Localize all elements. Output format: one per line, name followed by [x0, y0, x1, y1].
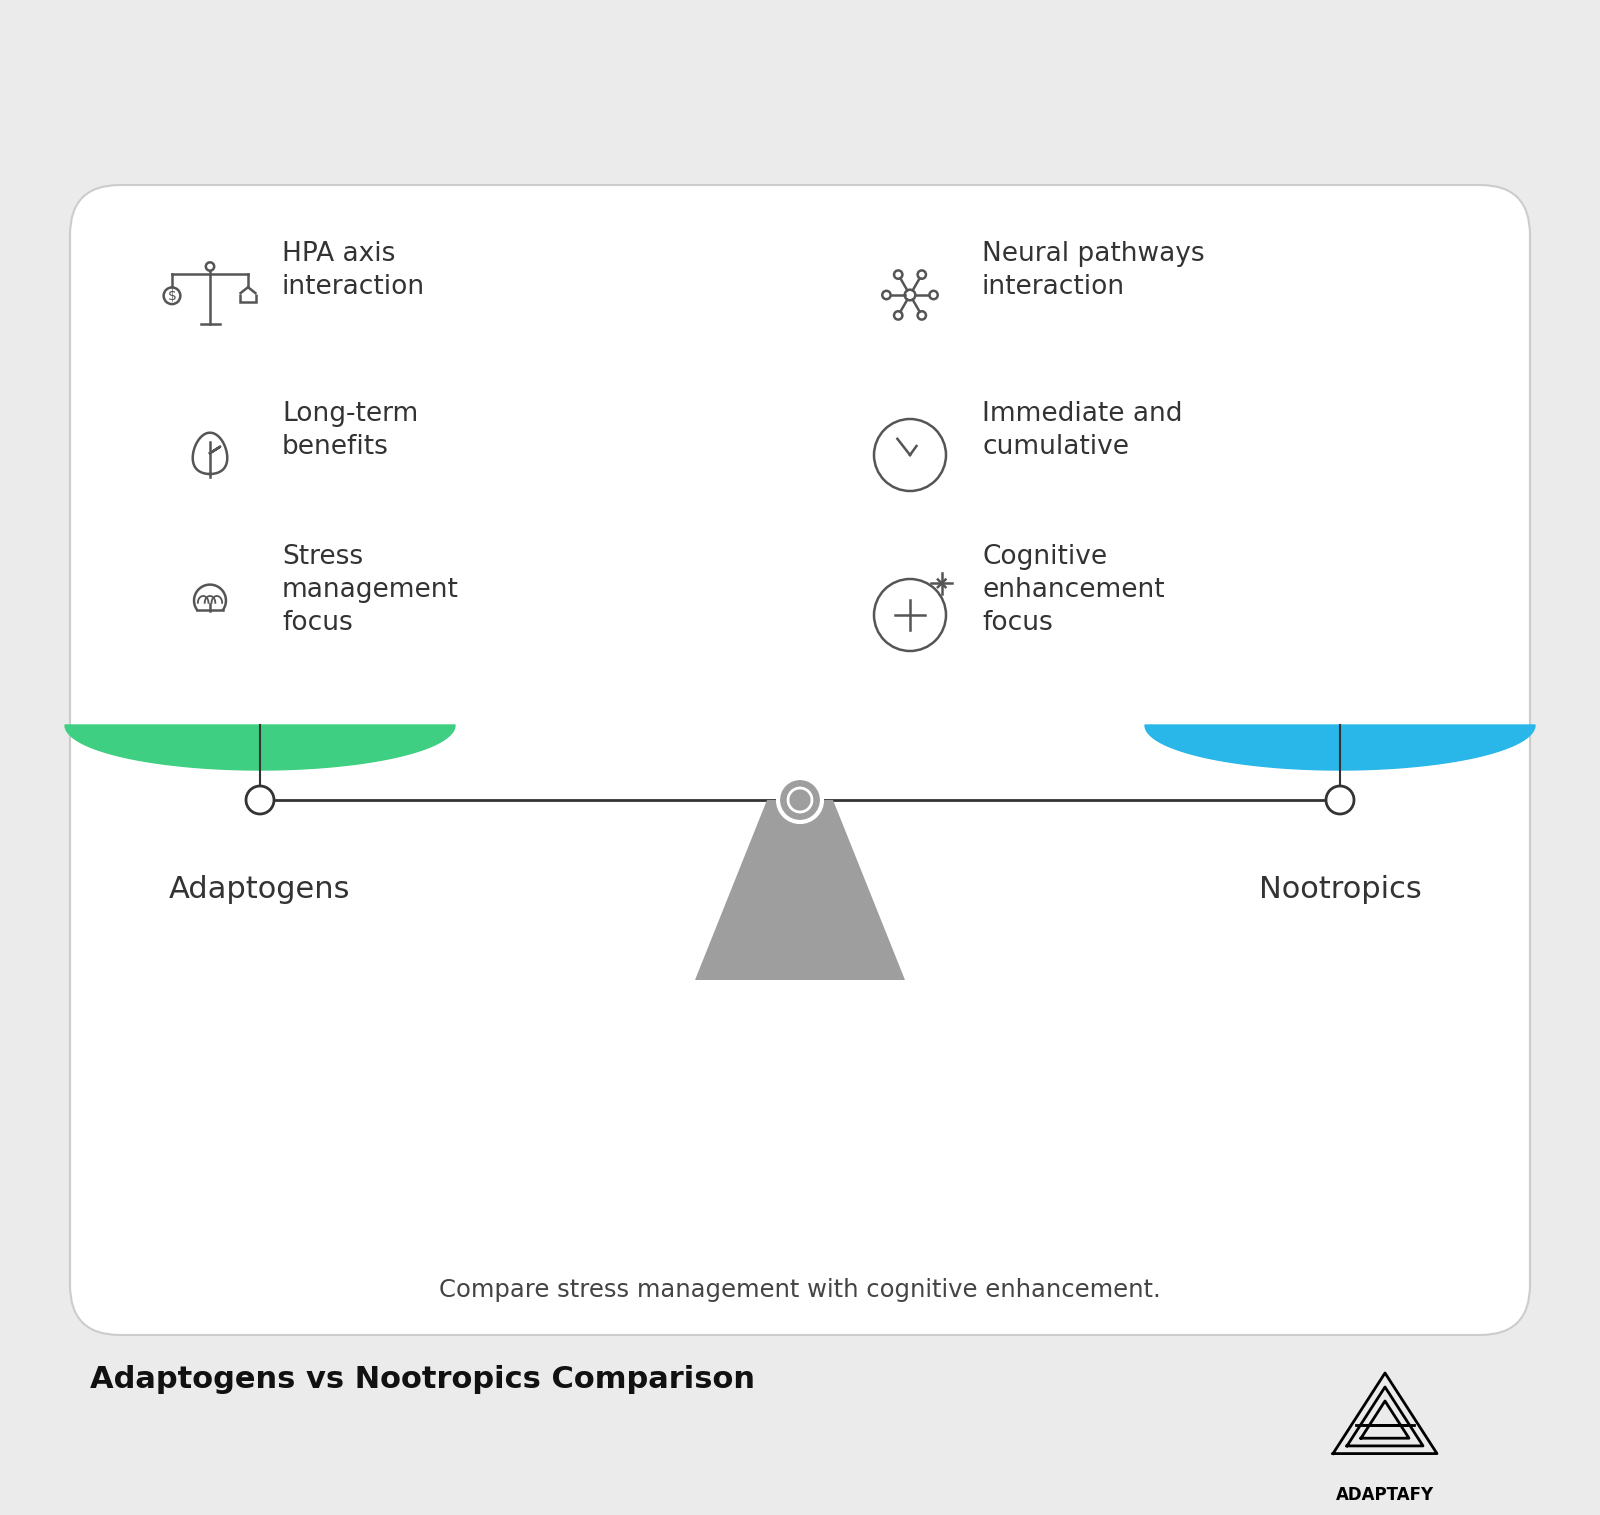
Polygon shape — [694, 800, 906, 980]
Text: Compare stress management with cognitive enhancement.: Compare stress management with cognitive… — [438, 1279, 1162, 1301]
Text: $: $ — [168, 289, 176, 303]
Text: Stress
management
focus: Stress management focus — [282, 544, 459, 636]
Text: Adaptogens vs Nootropics Comparison: Adaptogens vs Nootropics Comparison — [90, 1365, 755, 1394]
Circle shape — [246, 786, 274, 814]
FancyBboxPatch shape — [70, 185, 1530, 1335]
Text: Long-term
benefits: Long-term benefits — [282, 400, 418, 459]
Text: ADAPTAFY: ADAPTAFY — [1336, 1486, 1434, 1504]
Text: Nootropics: Nootropics — [1259, 876, 1421, 904]
Text: Cognitive
enhancement
focus: Cognitive enhancement focus — [982, 544, 1165, 636]
Circle shape — [1326, 786, 1354, 814]
Polygon shape — [1146, 726, 1534, 770]
Text: HPA axis
interaction: HPA axis interaction — [282, 241, 426, 300]
Text: Immediate and
cumulative: Immediate and cumulative — [982, 400, 1182, 459]
Text: Neural pathways
interaction: Neural pathways interaction — [982, 241, 1205, 300]
Text: Adaptogens: Adaptogens — [170, 876, 350, 904]
Polygon shape — [66, 726, 454, 770]
Circle shape — [778, 779, 822, 823]
